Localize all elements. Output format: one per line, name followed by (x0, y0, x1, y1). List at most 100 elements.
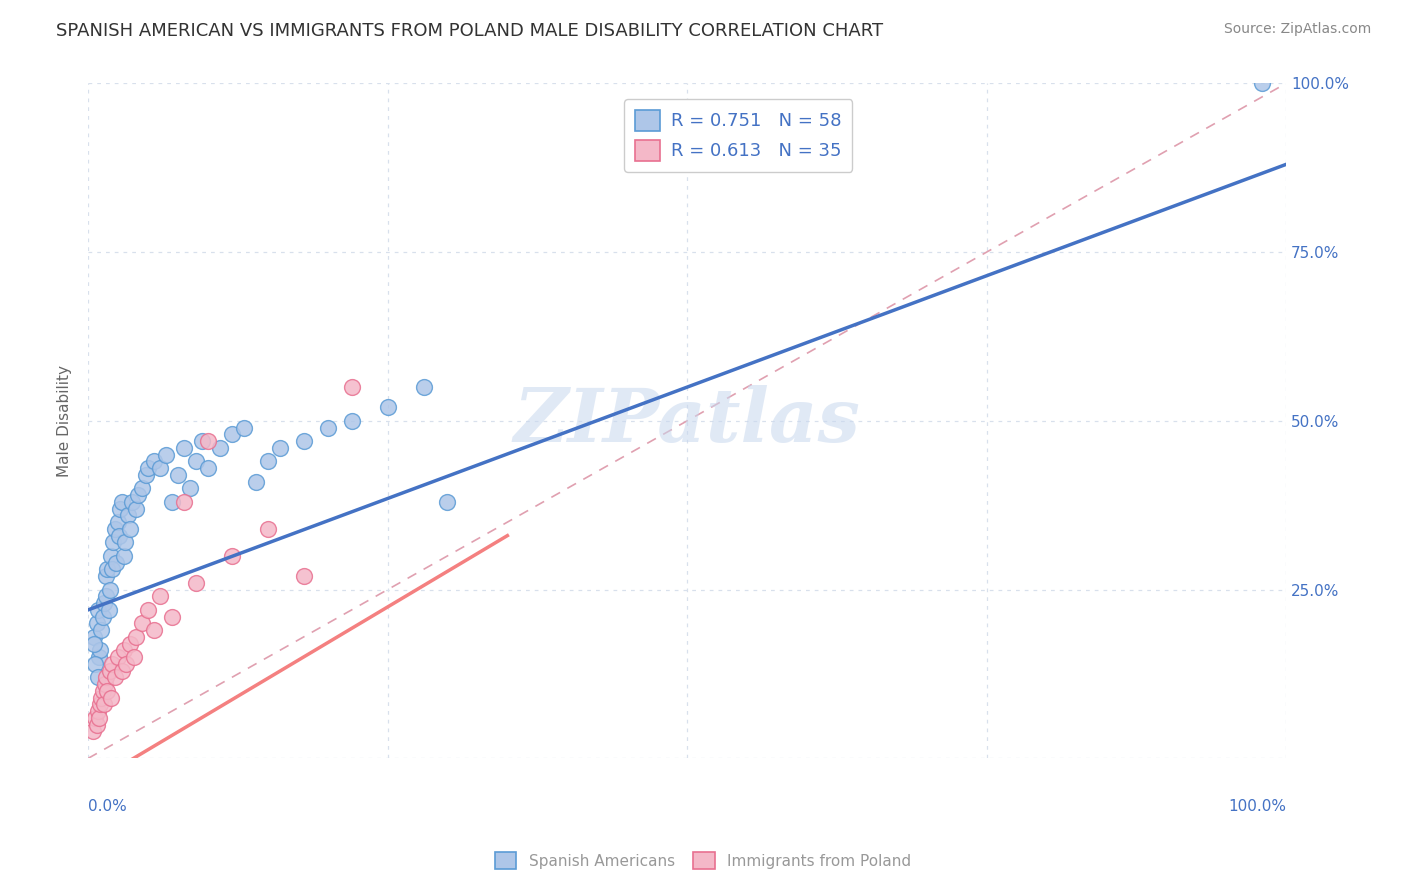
Point (111, 495, 134, 509)
Point (184, 575, 207, 590)
Point (125, 501, 148, 516)
Point (98, 582, 121, 597)
Point (160, 495, 183, 509)
Point (104, 556, 127, 570)
Point (155, 448, 177, 462)
Text: 100.0%: 100.0% (1227, 799, 1286, 814)
Point (191, 434, 214, 449)
Point (86, 616, 108, 631)
Point (245, 475, 267, 489)
Point (136, 461, 159, 475)
Point (87, 603, 110, 617)
Point (91, 609, 114, 624)
Legend: Spanish Americans, Immigrants from Poland: Spanish Americans, Immigrants from Polan… (489, 846, 917, 875)
Point (120, 522, 142, 536)
Text: 0.0%: 0.0% (89, 799, 127, 814)
Point (91, 684, 114, 698)
Point (108, 528, 131, 542)
Point (436, 495, 458, 509)
Point (135, 467, 157, 482)
Point (197, 461, 219, 475)
Point (316, 420, 339, 434)
Point (167, 467, 190, 482)
Point (103, 670, 125, 684)
Point (256, 454, 278, 468)
Text: ZIPatlas: ZIPatlas (513, 384, 860, 457)
Point (136, 603, 159, 617)
Point (90, 623, 112, 637)
Point (101, 657, 124, 671)
Point (86, 717, 108, 731)
Point (87, 650, 110, 665)
Point (120, 637, 142, 651)
Point (100, 690, 122, 705)
Point (340, 380, 363, 394)
Point (94, 670, 117, 684)
Point (122, 650, 145, 665)
Point (94, 569, 117, 583)
Point (103, 522, 125, 536)
Point (131, 616, 153, 631)
Point (127, 488, 149, 502)
Legend: R = 0.751   N = 58, R = 0.613   N = 35: R = 0.751 N = 58, R = 0.613 N = 35 (624, 99, 852, 171)
Point (82, 724, 104, 739)
Point (292, 569, 315, 583)
Point (125, 630, 148, 644)
Point (292, 434, 315, 449)
Point (160, 609, 183, 624)
Text: SPANISH AMERICAN VS IMMIGRANTS FROM POLAND MALE DISABILITY CORRELATION CHART: SPANISH AMERICAN VS IMMIGRANTS FROM POLA… (56, 22, 883, 40)
Point (256, 522, 278, 536)
Point (87, 711, 110, 725)
Point (107, 515, 129, 529)
Point (117, 508, 139, 523)
Point (93, 698, 115, 712)
Point (184, 454, 207, 468)
Point (114, 535, 136, 549)
Point (96, 684, 118, 698)
Point (83, 630, 105, 644)
Point (90, 690, 112, 705)
Point (84, 657, 107, 671)
Point (412, 380, 434, 394)
Point (149, 590, 172, 604)
Point (111, 664, 134, 678)
Point (97, 603, 120, 617)
Point (110, 501, 132, 516)
Point (87, 704, 110, 718)
Point (84, 711, 107, 725)
Point (83, 637, 105, 651)
Point (103, 535, 125, 549)
Point (221, 549, 243, 563)
Point (87, 670, 110, 684)
Text: Source: ZipAtlas.com: Source: ZipAtlas.com (1223, 22, 1371, 37)
Point (232, 420, 254, 434)
Point (173, 441, 195, 455)
Point (121, 495, 143, 509)
Point (143, 623, 166, 637)
Point (149, 461, 172, 475)
Point (115, 657, 138, 671)
Point (96, 562, 118, 576)
Point (100, 549, 122, 563)
Point (340, 414, 363, 428)
Point (173, 495, 195, 509)
Point (101, 562, 124, 576)
Point (89, 643, 111, 657)
Point (179, 482, 201, 496)
Point (131, 482, 153, 496)
Point (93, 596, 115, 610)
Point (89, 698, 111, 712)
Point (208, 441, 231, 455)
Point (143, 454, 166, 468)
Point (1251, 77, 1274, 91)
Point (98, 664, 121, 678)
Y-axis label: Male Disability: Male Disability (58, 365, 72, 477)
Point (377, 401, 399, 415)
Point (197, 434, 219, 449)
Point (94, 590, 117, 604)
Point (221, 427, 243, 442)
Point (107, 650, 129, 665)
Point (269, 441, 291, 455)
Point (94, 677, 117, 691)
Point (112, 549, 135, 563)
